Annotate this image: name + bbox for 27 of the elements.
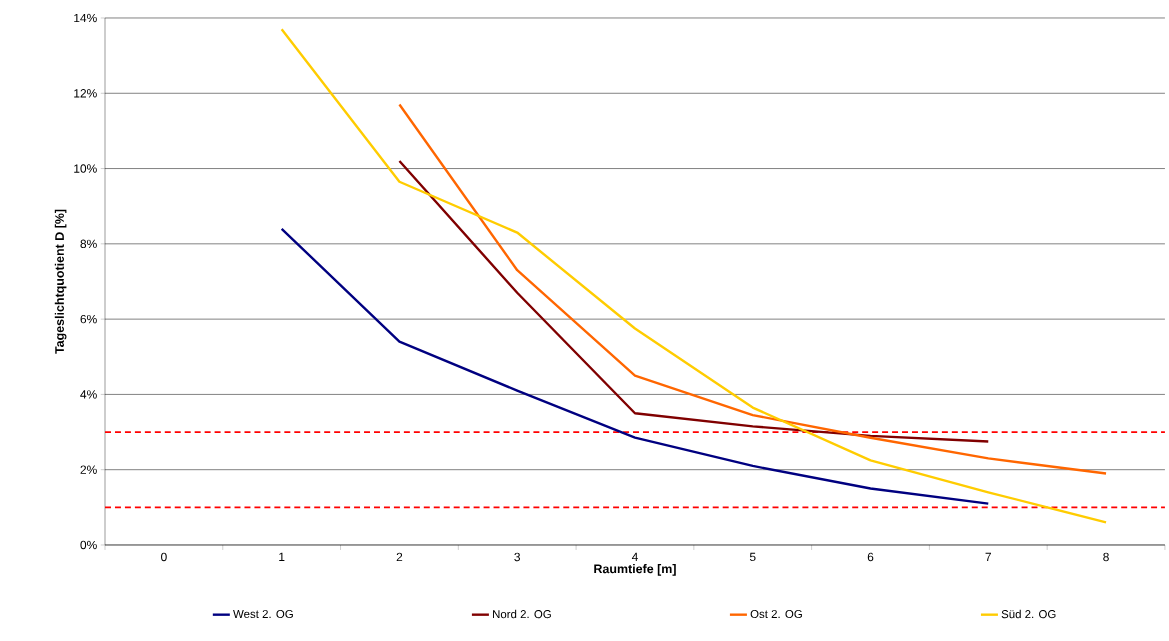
x-tick-label: 6: [867, 552, 874, 562]
y-tick-label: 0%: [80, 540, 97, 550]
legend-label: Nord 2. OG: [493, 609, 551, 619]
line-series: [280, 227, 990, 505]
x-tick-label: 7: [985, 552, 991, 561]
y-tick-label: 6%: [80, 314, 97, 324]
y-tick-label: 12%: [74, 89, 97, 98]
line-series: [398, 159, 990, 443]
x-tick-label: 5: [749, 552, 756, 562]
x-tick-label: 8: [1103, 552, 1109, 562]
x-tick-label: 4: [631, 552, 638, 561]
line-series: [280, 28, 1108, 524]
y-tick-label: 8%: [80, 239, 97, 249]
y-axis-title: Tageslichtquotient D [%]: [54, 209, 67, 354]
y-tick-label: 14%: [74, 13, 97, 23]
x-axis-title: Raumtiefe [m]: [594, 564, 676, 576]
x-tick-label: 3: [514, 552, 520, 562]
y-tick-label: 2%: [80, 465, 97, 474]
x-tick-label: 0: [161, 552, 167, 562]
legend-label: Süd 2. OG: [1001, 609, 1056, 619]
legend-label: Ost 2. OG: [750, 609, 802, 619]
y-tick-label: 10%: [74, 164, 97, 173]
x-tick-label: 2: [396, 552, 403, 562]
line-series: [398, 103, 1108, 475]
legend-label: West 2. OG: [233, 609, 293, 619]
x-tick-label: 1: [279, 552, 285, 561]
y-tick-label: 4%: [80, 390, 97, 399]
